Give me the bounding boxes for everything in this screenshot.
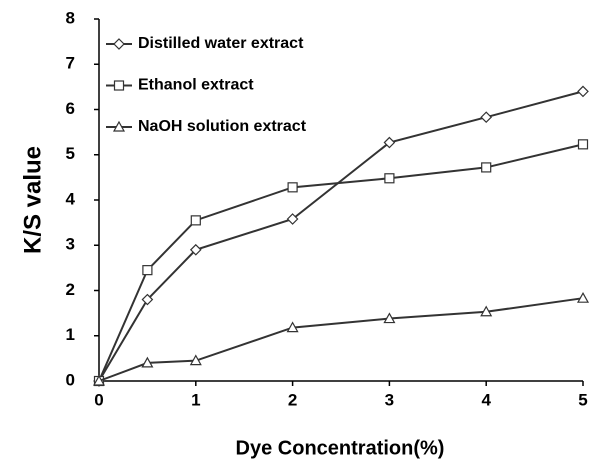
y-tick-label: 2 [66, 280, 75, 299]
x-tick-label: 2 [288, 390, 297, 409]
y-tick-label: 4 [66, 189, 76, 208]
marker [190, 215, 201, 226]
legend-text: Ethanol extract [138, 77, 254, 94]
marker [141, 293, 154, 306]
marker [113, 38, 125, 50]
marker [112, 120, 126, 132]
marker [481, 162, 492, 173]
y-tick-label: 3 [66, 235, 75, 254]
marker [92, 374, 106, 386]
marker [189, 243, 202, 256]
y-tick-label: 7 [66, 54, 75, 73]
marker [384, 173, 395, 184]
y-tick-label: 1 [66, 325, 75, 344]
marker [383, 312, 396, 324]
legend-text: Distilled water extract [138, 35, 304, 52]
marker [286, 213, 299, 225]
marker [287, 182, 298, 193]
x-tick-label: 5 [578, 390, 587, 409]
y-tick-label: 6 [66, 99, 75, 118]
x-axis-title: Dye Concentration(%) [236, 437, 445, 459]
marker [577, 139, 589, 150]
marker [383, 136, 396, 149]
legend-text: NaOH solution extract [138, 118, 307, 135]
marker [480, 111, 493, 124]
x-tick-label: 4 [481, 390, 491, 409]
x-tick-label: 0 [94, 390, 103, 409]
marker [286, 321, 299, 333]
x-tick-label: 1 [191, 390, 200, 409]
x-tick-label: 3 [385, 390, 394, 409]
series-line [98, 297, 584, 382]
marker [577, 85, 589, 98]
marker [141, 356, 154, 368]
marker [480, 305, 493, 317]
marker [142, 265, 153, 276]
y-axis-title: K/S value [19, 146, 46, 254]
y-tick-label: 0 [66, 370, 75, 389]
marker [576, 291, 590, 303]
marker [189, 354, 202, 366]
y-tick-label: 8 [66, 8, 75, 27]
marker [113, 80, 125, 91]
y-tick-label: 5 [66, 144, 75, 163]
